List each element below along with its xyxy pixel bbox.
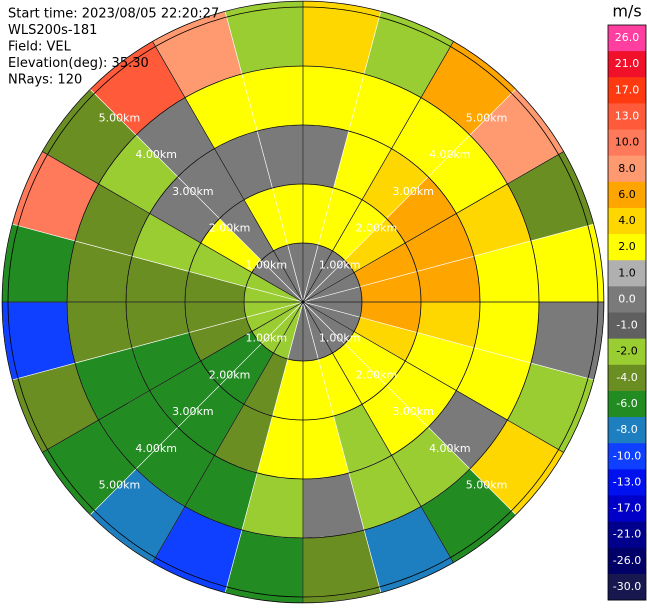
- colorbar-tick-label: 10.0: [615, 136, 640, 149]
- colorbar-tick-label: 21.0: [615, 57, 640, 70]
- range-ring-label: 3.00km: [172, 405, 214, 418]
- range-ring: [7, 6, 599, 598]
- colorbar-swatch: [608, 364, 646, 392]
- colorbar-swatch: [608, 521, 646, 549]
- range-ring-label: 4.00km: [135, 148, 177, 161]
- colorbar-swatch: [608, 495, 646, 523]
- colorbar-tick-label: -4.0: [616, 371, 637, 384]
- colorbar-tick-label: 13.0: [615, 109, 640, 122]
- spoke: [302, 41, 454, 303]
- colorbar-tick-label: -8.0: [616, 423, 637, 436]
- spoke: [152, 41, 304, 303]
- range-ring-label: 5.00km: [466, 479, 508, 492]
- colorbar-swatch: [608, 338, 646, 366]
- plot-edge: [1, 0, 605, 604]
- colorbar-tick-label: -13.0: [613, 475, 641, 488]
- colorbar-tick-label: 0.0: [618, 292, 636, 305]
- range-ring: [243, 242, 363, 362]
- range-ring-label: 3.00km: [392, 405, 434, 418]
- colorbar-tick-label: -26.0: [613, 554, 641, 567]
- colorbar-tick-label: 6.0: [618, 188, 636, 201]
- range-ring-label: 5.00km: [466, 111, 508, 124]
- range-ring-label: 4.00km: [135, 442, 177, 455]
- range-ring-label: 4.00km: [429, 442, 471, 455]
- annotation: NRays: 120: [8, 73, 82, 88]
- range-ring-label: 3.00km: [392, 185, 434, 198]
- colorbar-swatch: [608, 51, 646, 78]
- range-ring: [66, 65, 540, 539]
- colorbar-tick-label: -30.0: [613, 580, 641, 593]
- range-ring-label: 2.00km: [356, 222, 398, 235]
- colorbar-title: m/s: [612, 2, 641, 21]
- range-ring-label: 1.00km: [319, 332, 361, 345]
- range-ring-label: 4.00km: [429, 148, 471, 161]
- range-ring: [184, 183, 422, 421]
- colorbar-swatch: [608, 129, 646, 157]
- range-ring-label: 2.00km: [356, 368, 398, 381]
- colorbar-tick-label: -21.0: [613, 528, 641, 541]
- colorbar-swatch: [608, 77, 646, 104]
- colorbar-frame: [607, 24, 647, 601]
- colorbar-swatch: [608, 469, 646, 496]
- colorbar-tick-label: 2.0: [618, 240, 636, 253]
- colorbar-tick-label: -2.0: [616, 345, 637, 358]
- annotation: Start time: 2023/08/05 22:20:27: [8, 7, 219, 22]
- range-ring-label: 2.00km: [209, 222, 251, 235]
- colorbar-swatch: [608, 155, 646, 183]
- colorbar-swatch: [608, 573, 646, 601]
- spoke: [302, 301, 564, 453]
- ppi-plot: 1.00km 1.00km 1.00km 1.00km 2.00km 2.00km 2.00…: [1, 0, 605, 604]
- colorbar: 26.0 21.0 17.0 13.0 10.0 8.0 6.0 4.0 2.0 1.0 0.0 -1…: [607, 24, 647, 601]
- colorbar-tick-label: -17.0: [613, 502, 641, 515]
- spoke: [152, 301, 304, 563]
- range-ring-label: 3.00km: [172, 185, 214, 198]
- range-ring-label: 1.00km: [319, 258, 361, 271]
- annotation: Elevation(deg): 35.30: [8, 56, 149, 71]
- colorbar-swatch: [608, 234, 646, 261]
- spoke: [302, 151, 564, 303]
- colorbar-swatch: [608, 390, 646, 418]
- colorbar-swatch: [608, 103, 646, 131]
- annotation: WLS200s-181: [8, 23, 97, 38]
- colorbar-tick-label: 4.0: [618, 214, 636, 227]
- colorbar-tick-label: 26.0: [615, 31, 640, 44]
- range-ring-label: 5.00km: [99, 111, 141, 124]
- colorbar-swatch: [608, 286, 646, 313]
- colorbar-tick-label: 17.0: [615, 83, 640, 96]
- colorbar-swatch: [608, 547, 646, 575]
- colorbar-tick-label: -6.0: [616, 397, 637, 410]
- colorbar-tick-label: -10.0: [613, 449, 641, 462]
- colorbar-swatch: [608, 443, 646, 470]
- range-ring: [125, 124, 481, 480]
- spoke: [42, 301, 304, 453]
- colorbar-swatch: [608, 417, 646, 444]
- spoke: [302, 301, 454, 563]
- colorbar-tick-label: 8.0: [618, 162, 636, 175]
- range-ring-label: 1.00km: [245, 258, 287, 271]
- colorbar-swatch: [608, 260, 646, 287]
- colorbar-tick-label: -1.0: [616, 319, 637, 332]
- range-ring-label: 5.00km: [99, 479, 141, 492]
- colorbar-swatch: [608, 312, 646, 340]
- colorbar-swatch: [608, 181, 646, 209]
- colorbar-swatch: [608, 25, 646, 52]
- spoke: [42, 151, 304, 303]
- colorbar-tick-label: 1.0: [618, 266, 636, 279]
- annotation: Field: VEL: [8, 40, 72, 55]
- colorbar-swatch: [608, 207, 646, 235]
- range-ring-label: 2.00km: [209, 368, 251, 381]
- range-ring-label: 1.00km: [245, 332, 287, 345]
